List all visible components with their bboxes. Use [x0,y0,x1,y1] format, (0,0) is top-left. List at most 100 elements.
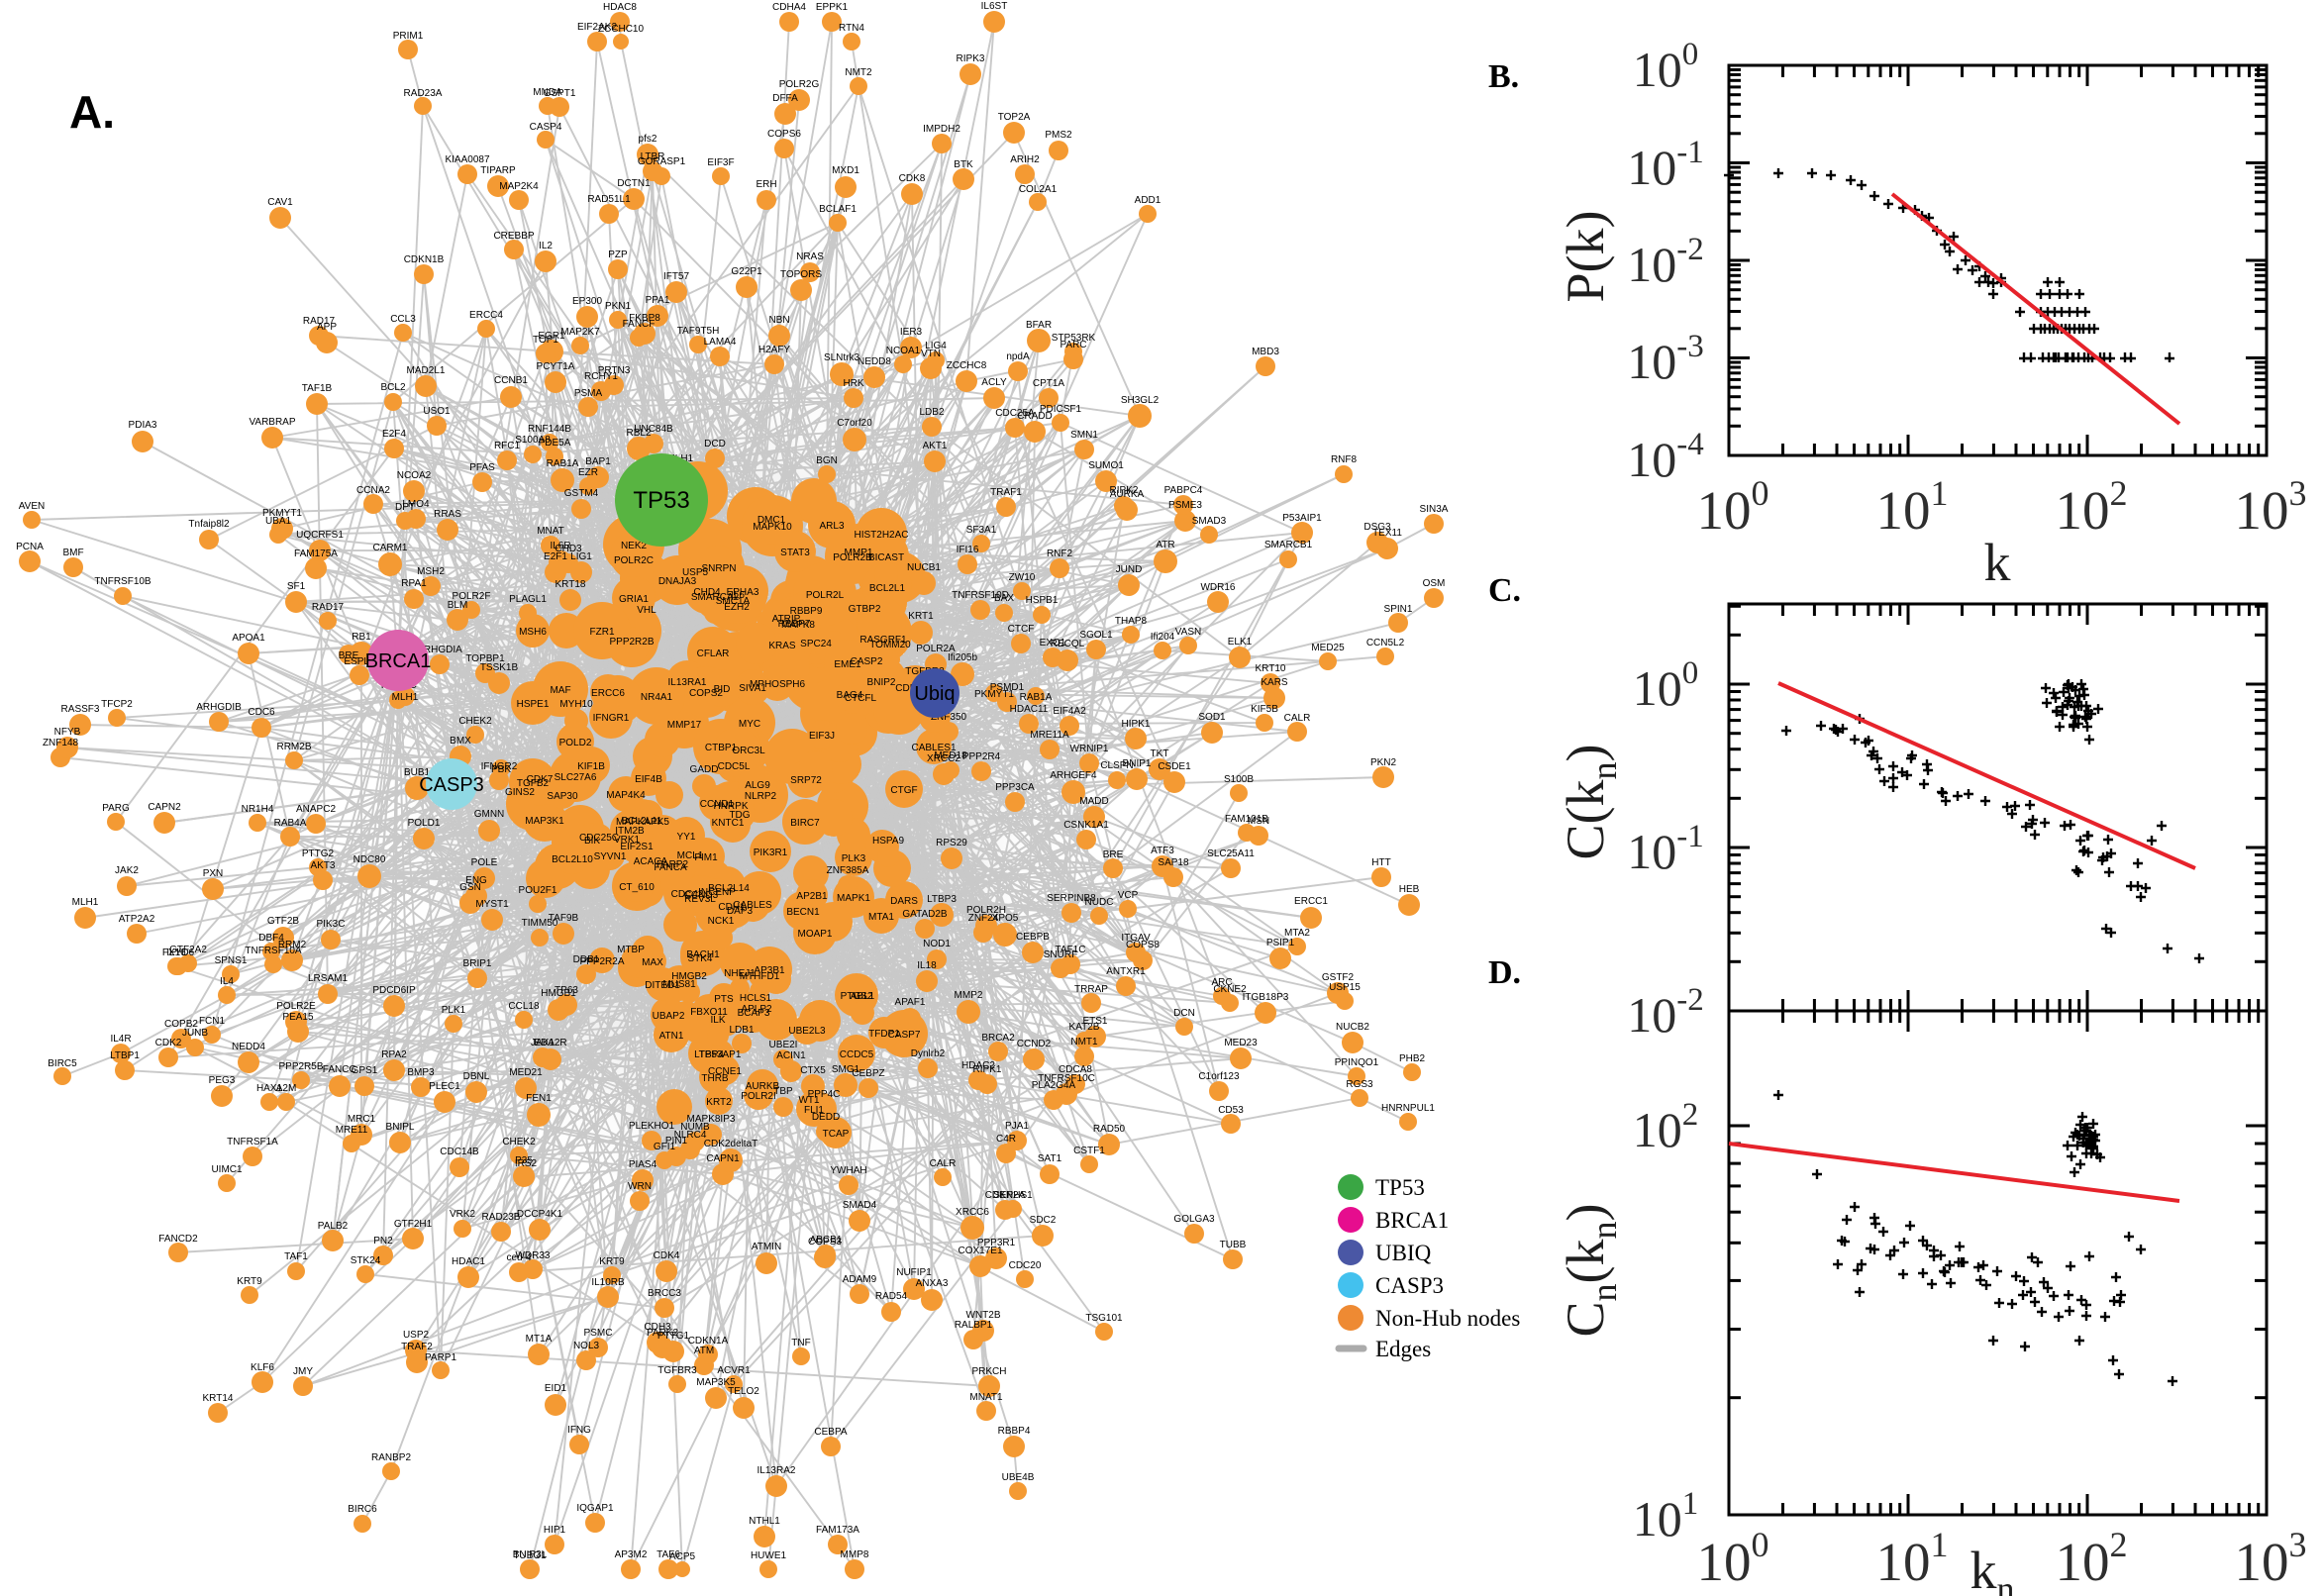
svg-text:STAT3: STAT3 [780,548,810,558]
svg-text:WT1: WT1 [798,1095,820,1106]
svg-text:APOA1: APOA1 [232,633,265,644]
svg-text:FANCF: FANCF [623,319,656,330]
svg-text:HDAC8: HDAC8 [603,2,637,13]
svg-text:UQCRFS1: UQCRFS1 [296,530,344,541]
svg-text:DBF4: DBF4 [258,933,284,944]
svg-text:BNIPL: BNIPL [386,1122,415,1133]
svg-text:HSPE1: HSPE1 [517,699,550,710]
svg-text:G22P1: G22P1 [731,266,762,277]
svg-text:DBNL: DBNL [463,1071,490,1082]
svg-text:PDCD6IP: PDCD6IP [372,985,416,996]
svg-text:PEA15: PEA15 [282,1012,314,1023]
svg-text:MT1A: MT1A [526,1334,553,1345]
svg-text:ARHGDIB: ARHGDIB [196,702,242,713]
svg-text:RIPK3: RIPK3 [957,53,985,64]
svg-text:D.: D. [1488,954,1521,991]
svg-text:YY1: YY1 [677,832,696,843]
svg-text:PFAS: PFAS [469,462,495,473]
svg-text:CREBBP: CREBBP [493,231,534,242]
svg-text:SLC27A6: SLC27A6 [555,772,597,783]
svg-text:SERPINB8: SERPINB8 [1047,893,1096,904]
svg-text:BIRC5: BIRC5 [48,1058,77,1069]
svg-text:ANXA3: ANXA3 [916,1278,949,1289]
svg-text:RPS29: RPS29 [936,838,967,848]
svg-text:CDC20: CDC20 [1009,1260,1042,1271]
svg-text:HNRNPUL1: HNRNPUL1 [1381,1103,1435,1114]
svg-text:VCP: VCP [1118,890,1139,901]
svg-text:PCNA: PCNA [16,542,44,552]
svg-text:PCYT1A: PCYT1A [537,361,575,372]
svg-text:pfs2: pfs2 [639,134,657,145]
svg-text:GFI1: GFI1 [654,1142,676,1152]
svg-text:IL13RA2: IL13RA2 [758,1465,796,1476]
svg-text:SPNS1: SPNS1 [215,955,248,966]
svg-text:NLRC4: NLRC4 [674,1130,707,1141]
svg-text:MAPK8: MAPK8 [781,620,815,631]
svg-text:C(kn): C(kn) [1556,745,1624,860]
svg-text:TFCP2: TFCP2 [101,699,133,710]
svg-text:NR1H4: NR1H4 [242,804,274,815]
svg-text:CDC14B: CDC14B [440,1147,479,1157]
svg-text:EME1: EME1 [834,659,861,670]
svg-text:TELO2: TELO2 [728,1386,759,1397]
svg-text:HTT: HTT [1371,857,1390,868]
svg-text:NFYB: NFYB [54,727,81,738]
svg-text:ZW10: ZW10 [1009,572,1036,583]
svg-text:RAD54: RAD54 [875,1291,908,1302]
svg-text:SMARCA2: SMARCA2 [691,592,740,603]
svg-text:MOAP1: MOAP1 [797,929,832,940]
svg-text:CSDE1: CSDE1 [1158,761,1191,772]
svg-text:ANTXR1: ANTXR1 [1106,966,1146,977]
svg-text:POLD1: POLD1 [408,818,441,829]
svg-text:LTBP1: LTBP1 [110,1050,140,1061]
svg-text:P53AIP1: P53AIP1 [1282,513,1322,524]
svg-text:TIPARP: TIPARP [480,165,516,176]
svg-text:CSNK1A1: CSNK1A1 [1063,820,1109,831]
svg-text:PJA1: PJA1 [1005,1121,1029,1132]
svg-text:BCL2: BCL2 [380,382,405,393]
svg-text:SUMO1: SUMO1 [1088,460,1124,471]
svg-text:AKT1: AKT1 [922,441,947,451]
svg-text:MRC1: MRC1 [348,1114,376,1125]
svg-text:EIF2AK2: EIF2AK2 [577,22,617,33]
svg-text:MAF: MAF [550,685,570,696]
svg-text:PARP1: PARP1 [425,1352,456,1363]
svg-text:RAD23A: RAD23A [404,88,443,99]
svg-text:PSMC: PSMC [584,1328,613,1339]
svg-text:PPA1: PPA1 [646,295,670,306]
svg-text:RASGRF1: RASGRF1 [859,635,907,646]
svg-text:BECN1: BECN1 [786,907,820,918]
svg-text:CFLAR: CFLAR [697,648,730,659]
svg-text:PPINQO1: PPINQO1 [1335,1057,1379,1068]
svg-text:ABL1: ABL1 [851,991,875,1002]
svg-text:POU2F1: POU2F1 [519,885,557,896]
svg-text:TUBB: TUBB [1220,1240,1247,1250]
svg-text:MAPK1: MAPK1 [837,893,870,904]
svg-text:PN2: PN2 [373,1236,393,1247]
svg-text:ILK: ILK [710,1015,725,1026]
svg-text:POLD2: POLD2 [559,738,592,748]
svg-text:CTGF: CTGF [890,785,917,796]
svg-text:FCN1: FCN1 [199,1016,226,1027]
svg-text:DEDD: DEDD [812,1112,840,1123]
svg-text:Ifi204: Ifi204 [1151,632,1175,643]
svg-text:CDC5L: CDC5L [718,761,751,772]
svg-text:A.: A. [69,86,115,138]
svg-text:KRT14: KRT14 [203,1393,234,1404]
svg-text:COPS8: COPS8 [1126,940,1160,950]
svg-text:RAD17: RAD17 [312,602,345,613]
svg-text:UBE4B: UBE4B [1002,1472,1035,1483]
svg-text:NOL3: NOL3 [573,1341,600,1351]
svg-text:TNF: TNF [791,1338,810,1348]
svg-text:POLR2B: POLR2B [833,552,872,563]
svg-text:SPC24: SPC24 [800,639,832,649]
svg-text:BGN: BGN [816,455,838,466]
svg-text:CTBP1: CTBP1 [705,743,738,753]
svg-text:TP53: TP53 [1375,1175,1425,1200]
svg-text:GOLGA3: GOLGA3 [1173,1214,1215,1225]
svg-text:PIM1: PIM1 [694,852,718,863]
svg-text:SAT1: SAT1 [1038,1153,1062,1164]
svg-text:KLF6: KLF6 [251,1362,274,1373]
svg-text:MMP8: MMP8 [841,1549,869,1560]
svg-text:FANCD2: FANCD2 [158,1234,198,1245]
